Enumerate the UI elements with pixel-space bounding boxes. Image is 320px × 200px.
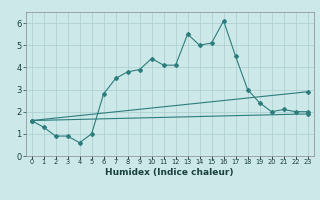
- X-axis label: Humidex (Indice chaleur): Humidex (Indice chaleur): [105, 168, 234, 177]
